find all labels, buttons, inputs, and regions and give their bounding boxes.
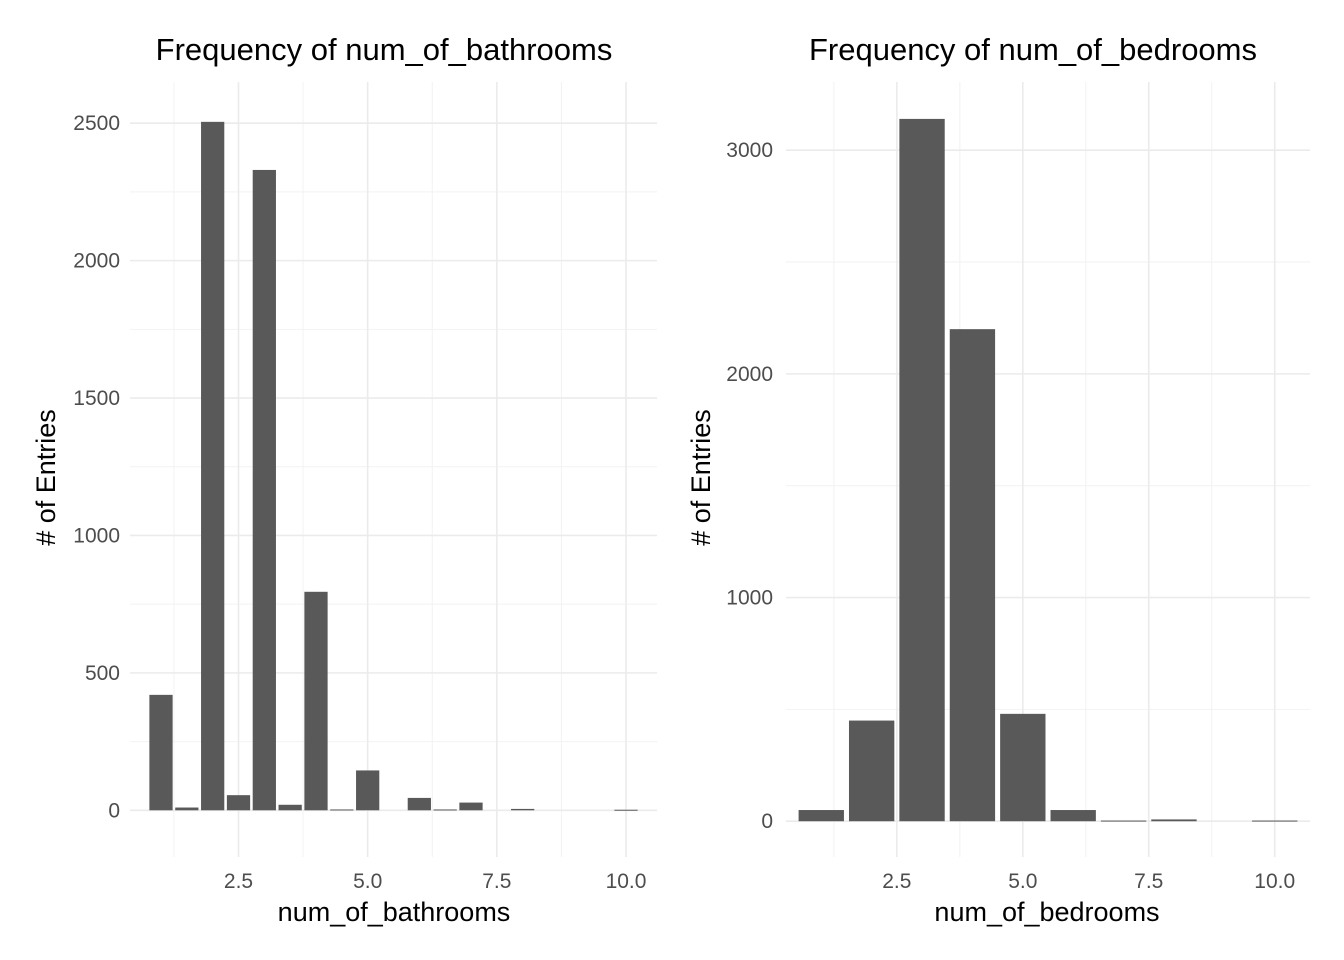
x-tick-label: 7.5 <box>1134 870 1163 893</box>
bar <box>511 808 535 811</box>
chart-title: Frequency of num_of_bathrooms <box>156 32 613 67</box>
chart-panel-2: 0 1000 2000 3000 2.5 5.0 7.5 10.0 Frequency of n… <box>686 32 1310 927</box>
x-axis-title: num_of_bathrooms <box>278 897 511 927</box>
y-tick-label: 1000 <box>726 587 773 610</box>
bar <box>848 720 895 822</box>
bar <box>356 770 380 811</box>
y-axis-title: # of Entries <box>686 409 716 546</box>
bar <box>433 809 457 811</box>
bar <box>949 329 996 822</box>
bar <box>1252 820 1298 822</box>
bar <box>149 694 173 811</box>
bar <box>1151 819 1197 822</box>
x-tick-label: 7.5 <box>482 870 511 893</box>
y-tick-label: 3000 <box>726 139 773 162</box>
x-tick-label: 10.0 <box>606 870 647 893</box>
bar <box>407 797 431 811</box>
y-tick-label: 0 <box>108 799 120 822</box>
x-axis-title: num_of_bedrooms <box>934 897 1159 927</box>
x-tick-label: 5.0 <box>353 870 382 893</box>
x-tick-label: 10.0 <box>1254 870 1295 893</box>
bar <box>330 809 354 811</box>
y-tick-label: 2000 <box>73 250 120 273</box>
y-tick-label: 0 <box>761 810 773 833</box>
bar <box>175 807 199 811</box>
x-tick-label: 5.0 <box>1008 870 1037 893</box>
bar <box>798 810 844 822</box>
bar <box>278 804 302 811</box>
bar <box>899 118 945 822</box>
y-axis-title: # of Entries <box>31 409 61 546</box>
bar <box>304 591 328 811</box>
y-tick-label: 2500 <box>73 112 120 135</box>
bar <box>614 809 638 811</box>
y-tick-label: 2000 <box>726 363 773 386</box>
bar <box>252 169 276 811</box>
chart-panel-1: 0 500 1000 1500 2000 2500 2.5 5.0 7.5 10.0 Frequen… <box>31 32 657 927</box>
bar <box>201 121 225 811</box>
y-tick-label: 500 <box>85 662 120 685</box>
bar <box>1050 810 1096 822</box>
bar <box>1000 713 1046 822</box>
bar <box>459 802 483 811</box>
x-tick-label: 2.5 <box>882 870 911 893</box>
chart-title: Frequency of num_of_bedrooms <box>809 32 1257 67</box>
y-tick-label: 1500 <box>73 387 120 410</box>
bar <box>1100 820 1147 822</box>
y-tick-label: 1000 <box>73 524 120 547</box>
x-tick-label: 2.5 <box>224 870 253 893</box>
bar <box>226 795 251 811</box>
